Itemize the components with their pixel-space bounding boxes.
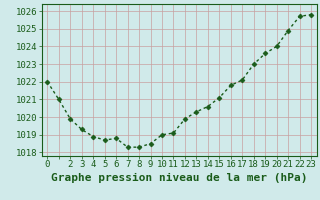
X-axis label: Graphe pression niveau de la mer (hPa): Graphe pression niveau de la mer (hPa) [51,173,308,183]
